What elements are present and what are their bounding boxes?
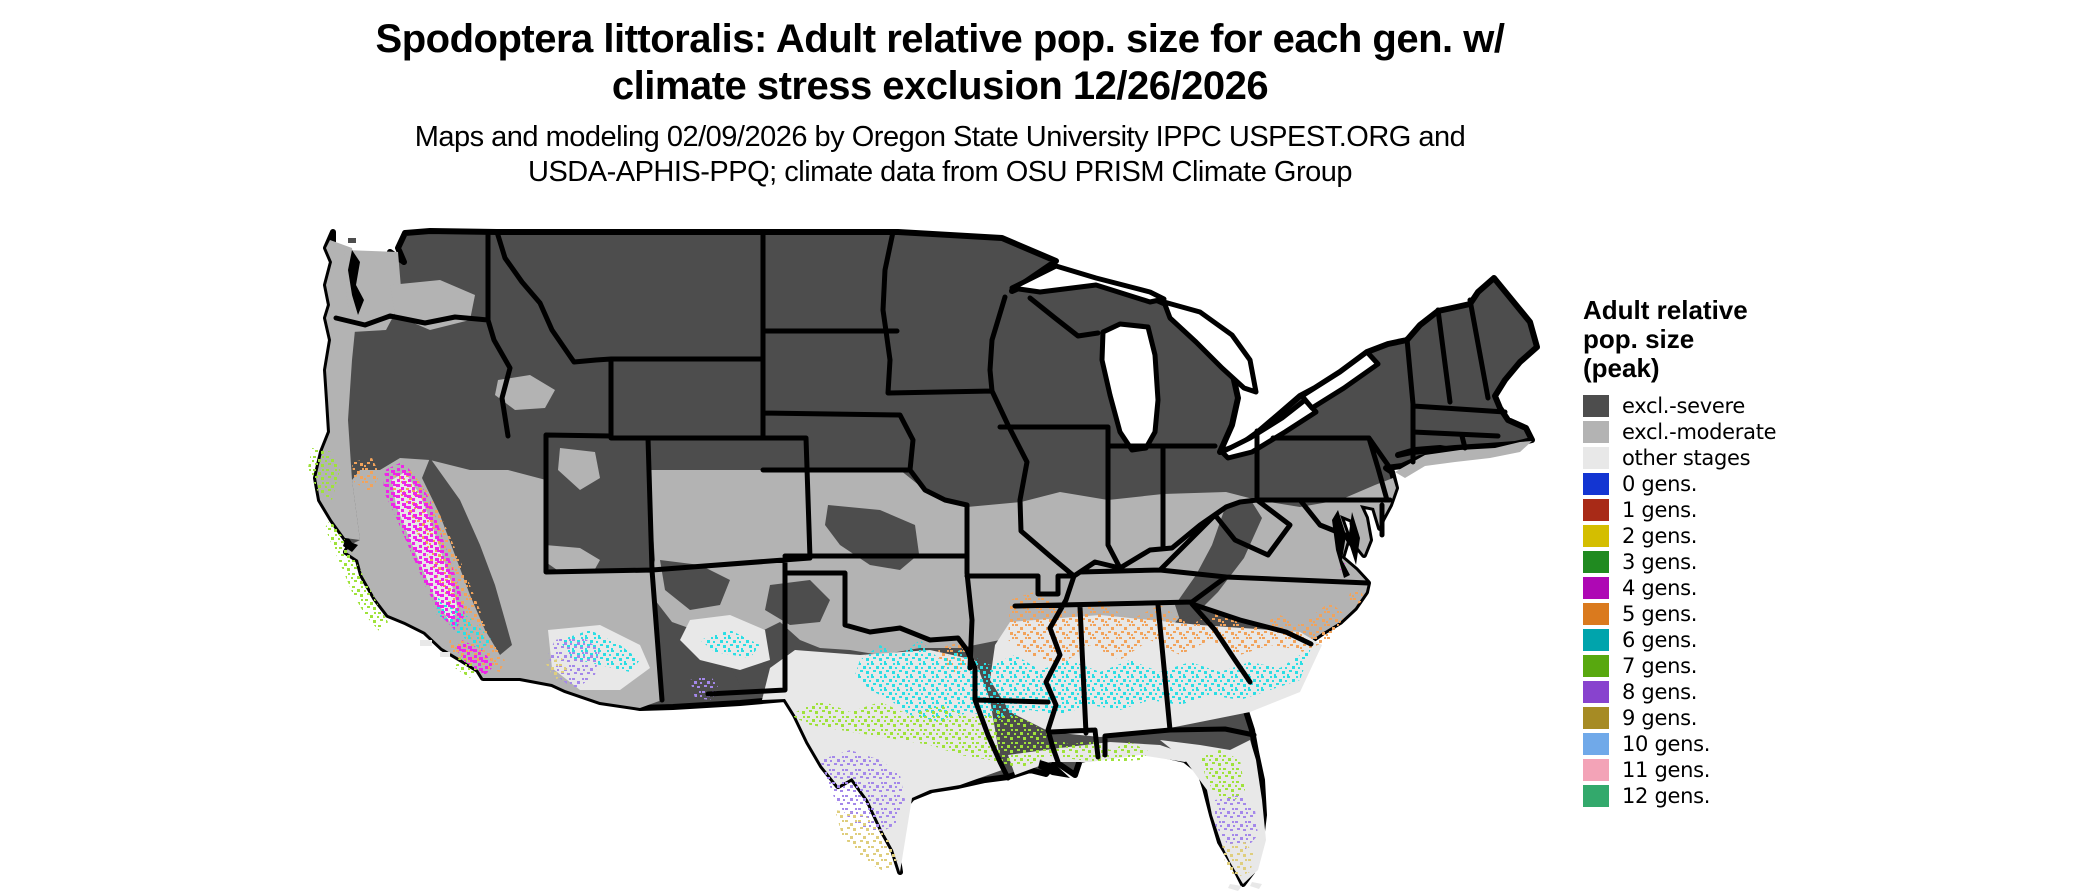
lake-michigan (1099, 321, 1161, 453)
legend-item: excl.-moderate (1583, 419, 1843, 445)
legend-swatch-14 (1583, 759, 1609, 781)
offshore-islands (348, 238, 450, 657)
legend-label: 10 gens. (1622, 732, 1711, 756)
legend-swatch-11 (1583, 681, 1609, 703)
map-title-line2: climate stress exclusion 12/26/2026 (611, 64, 1269, 108)
lake-superior-sliver (1009, 263, 1167, 305)
legend-item: 0 gens. (1583, 471, 1843, 497)
legend-item: 3 gens. (1583, 549, 1843, 575)
legend-label: 6 gens. (1622, 628, 1698, 652)
legend-title-line1: Adult relative (1583, 295, 1748, 325)
legend-swatch-12 (1583, 707, 1609, 729)
legend-swatch-6 (1583, 551, 1609, 573)
legend: Adult relative pop. size (peak) excl.-se… (1583, 296, 1843, 809)
map-subtitle-line2: USDA-APHIS-PPQ; climate data from OSU PR… (528, 156, 1353, 188)
map-subtitle: Maps and modeling 02/09/2026 by Oregon S… (0, 120, 1880, 190)
map-subtitle-line1: Maps and modeling 02/09/2026 by Oregon S… (414, 121, 1466, 153)
band-8-gens-purple (548, 635, 1258, 850)
legend-label: excl.-severe (1622, 394, 1745, 418)
legend-label: 7 gens. (1622, 654, 1698, 678)
lake-huron (1161, 299, 1259, 395)
legend-swatch-9 (1583, 629, 1609, 651)
legend-swatch-5 (1583, 525, 1609, 547)
map-title: Spodoptera littoralis: Adult relative po… (0, 16, 1880, 110)
coastal-details (343, 250, 1360, 778)
legend-item: other stages (1583, 445, 1843, 471)
legend-label: 2 gens. (1622, 524, 1698, 548)
legend-swatch-3 (1583, 473, 1609, 495)
legend-label: 9 gens. (1622, 706, 1698, 730)
legend-item: 9 gens. (1583, 705, 1843, 731)
legend-item: 2 gens. (1583, 523, 1843, 549)
legend-item: excl.-severe (1583, 393, 1843, 419)
legend-item: 12 gens. (1583, 783, 1843, 809)
legend-swatch-0 (1583, 395, 1609, 417)
legend-item: 1 gens. (1583, 497, 1843, 523)
legend-item: 7 gens. (1583, 653, 1843, 679)
band-9-gens-khaki (545, 658, 1255, 878)
legend-title-line3: (peak) (1583, 353, 1660, 383)
great-lakes (1009, 263, 1381, 461)
legend-item: 11 gens. (1583, 757, 1843, 783)
band-7-gens-green (308, 448, 1245, 800)
legend-item: 4 gens. (1583, 575, 1843, 601)
legend-label: 1 gens. (1622, 498, 1698, 522)
legend-swatch-8 (1583, 603, 1609, 625)
legend-item: 8 gens. (1583, 679, 1843, 705)
legend-label: other stages (1622, 446, 1751, 470)
legend-label: 12 gens. (1622, 784, 1711, 808)
legend-item: 10 gens. (1583, 731, 1843, 757)
legend-item: 5 gens. (1583, 601, 1843, 627)
legend-swatch-10 (1583, 655, 1609, 677)
legend-item: 6 gens. (1583, 627, 1843, 653)
legend-label: 4 gens. (1622, 576, 1698, 600)
legend-label: 8 gens. (1622, 680, 1698, 704)
lake-ontario (1299, 349, 1381, 411)
legend-label: 5 gens. (1622, 602, 1698, 626)
legend-rows: excl.-severe excl.-moderate other stages 0 … (1583, 393, 1843, 809)
legend-swatch-2 (1583, 447, 1609, 469)
legend-label: 11 gens. (1622, 758, 1711, 782)
map-title-line1: Spodoptera littoralis: Adult relative po… (375, 17, 1505, 61)
legend-swatch-7 (1583, 577, 1609, 599)
legend-label: excl.-moderate (1622, 420, 1777, 444)
legend-label: 3 gens. (1622, 550, 1698, 574)
legend-title-line2: pop. size (1583, 324, 1695, 354)
legend-swatch-4 (1583, 499, 1609, 521)
legend-swatch-13 (1583, 733, 1609, 755)
legend-label: 0 gens. (1622, 472, 1698, 496)
legend-title: Adult relative pop. size (peak) (1583, 296, 1843, 383)
lake-erie (1219, 397, 1319, 461)
legend-swatch-1 (1583, 421, 1609, 443)
legend-swatch-15 (1583, 785, 1609, 807)
state-borders (333, 229, 1508, 781)
